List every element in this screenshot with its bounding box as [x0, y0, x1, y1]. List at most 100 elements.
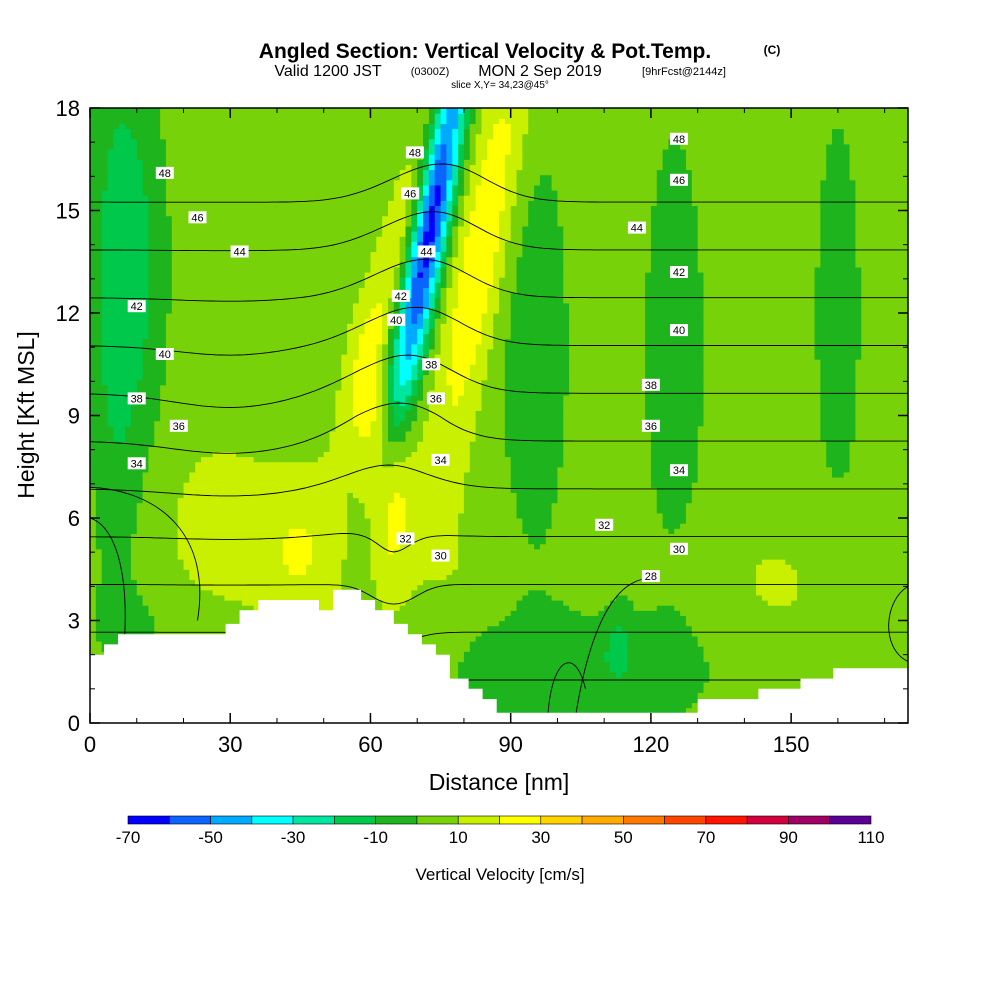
velocity-cell [434, 159, 448, 165]
velocity-cell [656, 169, 693, 176]
velocity-cell [434, 251, 442, 258]
contour-label: 28 [645, 571, 657, 583]
velocity-cell [107, 420, 132, 427]
velocity-cell [387, 512, 407, 519]
velocity-cell [341, 574, 372, 581]
velocity-cell [399, 328, 407, 335]
velocity-cell [534, 184, 553, 191]
velocity-cell [90, 451, 150, 458]
velocity-cell [627, 656, 705, 663]
velocity-cell [463, 149, 471, 155]
velocity-cell [656, 487, 693, 493]
velocity-cell [645, 384, 705, 391]
velocity-cell [463, 379, 483, 386]
velocity-cell [504, 164, 523, 171]
velocity-cell [440, 118, 448, 124]
velocity-cell [463, 266, 494, 273]
velocity-cell [796, 584, 908, 591]
contour-labels: 4846444240383634484644424038363432304846… [127, 132, 688, 583]
velocity-cell [376, 579, 424, 586]
velocity-cell [335, 389, 354, 396]
velocity-cell [428, 354, 436, 360]
contour-label: 48 [409, 147, 421, 159]
velocity-cell [510, 143, 523, 150]
velocity-cell [469, 143, 477, 150]
velocity-cell [563, 410, 646, 417]
colorbar: -70 -50 -30 -10 10 30 50 70 90 110 [116, 815, 885, 847]
velocity-cell [428, 220, 436, 227]
velocity-cell [446, 231, 453, 237]
velocity-cell [364, 277, 395, 283]
velocity-cell [627, 666, 710, 673]
velocity-cell [101, 297, 150, 304]
velocity-cell [376, 379, 383, 386]
velocity-cell [458, 671, 617, 678]
velocity-cell [101, 354, 144, 360]
velocity-cell [458, 154, 465, 160]
velocity-cell [148, 272, 173, 278]
velocity-cell [849, 154, 908, 160]
velocity-cell [376, 236, 401, 242]
contour-label: 44 [420, 247, 432, 259]
colorbar-swatch [540, 815, 583, 825]
velocity-cell [101, 369, 144, 376]
velocity-cell [522, 164, 664, 171]
velocity-cell [855, 246, 908, 253]
velocity-cell [481, 323, 494, 329]
velocity-cell [171, 251, 372, 258]
velocity-cell [814, 328, 862, 335]
velocity-cell [387, 543, 401, 550]
velocity-cell [814, 323, 862, 329]
velocity-cell [101, 348, 144, 355]
contour-label: 46 [191, 212, 203, 224]
velocity-cell [481, 128, 494, 135]
contour-label: 38 [645, 380, 657, 392]
velocity-cell [107, 184, 144, 191]
velocity-cell [499, 231, 512, 237]
velocity-cell [434, 164, 448, 171]
velocity-cell [165, 313, 354, 319]
velocity-cell [329, 610, 512, 616]
velocity-cell [364, 323, 383, 329]
velocity-cell [352, 364, 377, 370]
velocity-cell [160, 113, 430, 119]
velocity-cell [370, 256, 401, 263]
velocity-cell [411, 307, 424, 314]
velocity-cell [382, 461, 395, 468]
velocity-cell [493, 266, 506, 273]
contour-label-box [155, 166, 174, 179]
velocity-cell [352, 384, 377, 391]
contour-label-box [405, 146, 424, 159]
velocity-cell [563, 282, 646, 288]
velocity-cell [463, 210, 471, 217]
velocity-cell [446, 236, 453, 242]
velocity-cell [697, 251, 821, 258]
velocity-cell [703, 400, 821, 406]
velocity-cell [288, 564, 307, 570]
velocity-cell [458, 143, 465, 150]
velocity-cell [370, 574, 448, 581]
velocity-cell [691, 179, 821, 186]
velocity-cell [458, 246, 465, 253]
velocity-cell [148, 318, 167, 324]
velocity-cell [107, 169, 144, 176]
velocity-cell [382, 323, 389, 329]
velocity-cell [165, 138, 424, 145]
velocity-cell [463, 118, 471, 124]
velocity-cell [382, 359, 389, 365]
velocity-cell [382, 225, 407, 232]
velocity-cell [423, 302, 430, 309]
velocity-cell [796, 594, 908, 601]
velocity-cell [434, 323, 442, 329]
velocity-cell [95, 502, 138, 509]
velocity-cell [364, 318, 383, 324]
velocity-cell [417, 348, 424, 355]
velocity-cell [90, 256, 103, 263]
velocity-cell [656, 605, 675, 611]
velocity-cell [347, 543, 372, 550]
velocity-cell [849, 159, 908, 165]
velocity-cell [440, 338, 453, 345]
velocity-cell [288, 528, 307, 534]
velocity-cell [101, 225, 150, 232]
velocity-cell [417, 225, 424, 232]
